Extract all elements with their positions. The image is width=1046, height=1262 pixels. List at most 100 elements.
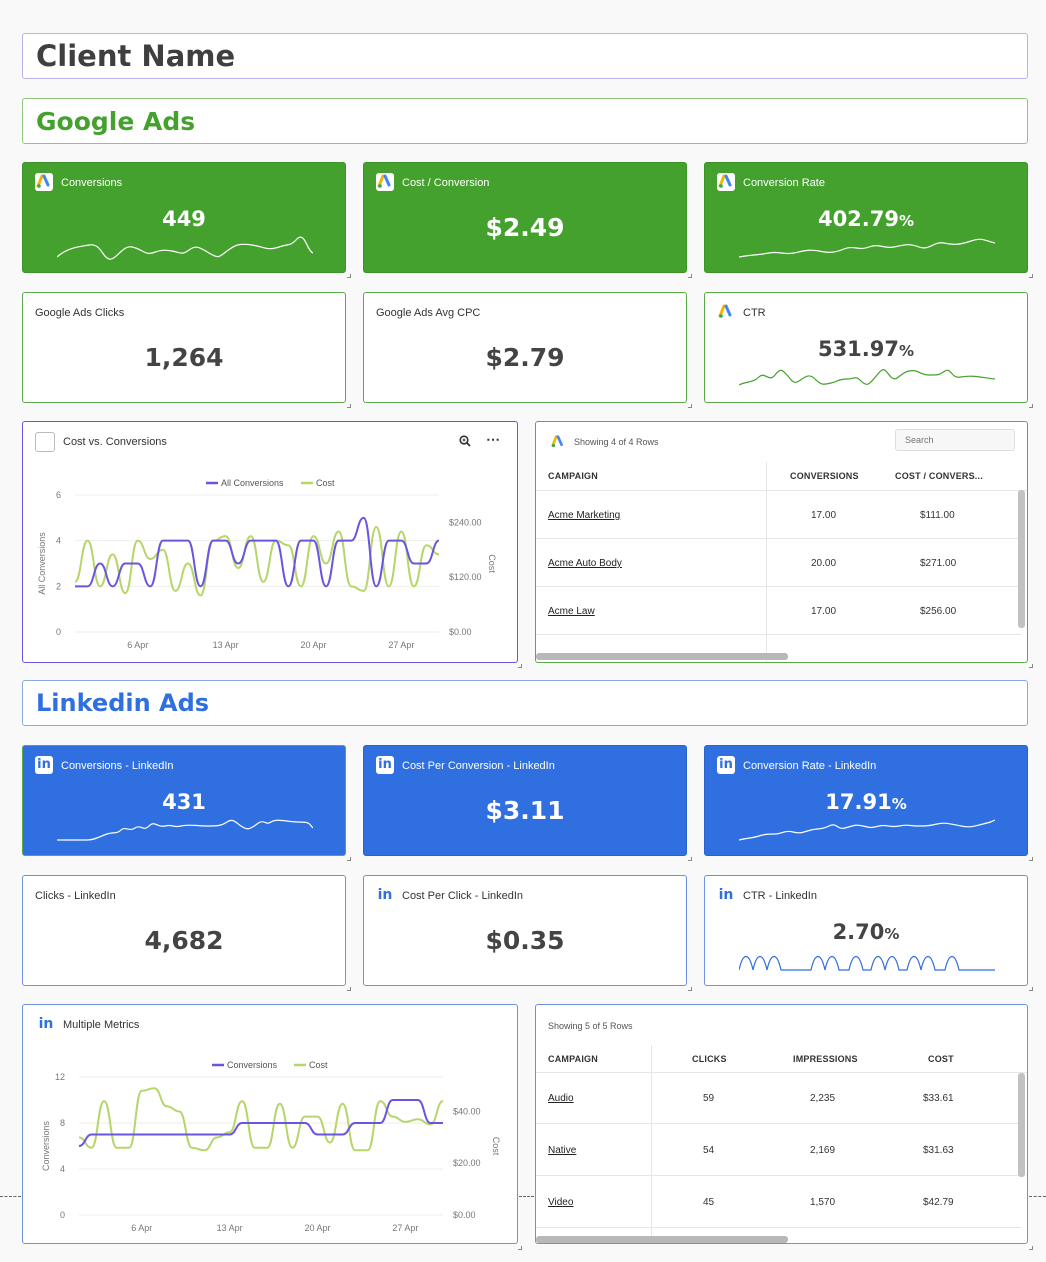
table-row-campaign[interactable]: Acme Auto Body (548, 558, 622, 569)
resize-handle[interactable] (688, 274, 692, 278)
card-title: Clicks - LinkedIn (35, 890, 116, 902)
google-conversions-card[interactable]: Conversions 449 (22, 162, 346, 273)
google-line-chart: 0 2 4 6 $0.00 $120.00 $240.00 6 Apr 13 Apr 20 Apr… (37, 478, 497, 650)
resize-handle[interactable] (1029, 1246, 1033, 1250)
rows-count: Showing 4 of 4 Rows (574, 437, 659, 447)
linkedin-conversions-card[interactable]: in Conversions - LinkedIn 431 (22, 745, 346, 856)
card-value: 2.70% (705, 920, 1027, 944)
table-cell-cost: $111.00 (920, 510, 955, 521)
table-row-campaign[interactable]: Native (548, 1145, 577, 1156)
card-title: Google Ads Avg CPC (376, 307, 481, 319)
y-tick-label: 6 (56, 490, 61, 500)
google-conversion-rate-card[interactable]: Conversion Rate 402.79% (704, 162, 1028, 273)
x-tick-label: 13 Apr (213, 640, 239, 650)
resize-handle[interactable] (1029, 857, 1033, 861)
horizontal-scrollbar[interactable] (536, 653, 788, 660)
column-header-cost[interactable]: COST (928, 1054, 954, 1064)
table-cell-impressions: 2,235 (810, 1093, 836, 1104)
sparkline (739, 819, 995, 841)
value-number: 531.97 (817, 337, 899, 361)
google-cost-vs-conversions-chart-card[interactable]: Cost vs. Conversions ⋯ 0 2 4 6 $0.00 $120.00 $… (22, 421, 518, 663)
card-title: Conversions - LinkedIn (61, 760, 174, 772)
zoom-icon[interactable] (459, 435, 471, 447)
more-options-icon[interactable]: ⋯ (486, 431, 500, 447)
vertical-scrollbar[interactable] (1018, 490, 1025, 628)
card-value: 531.97% (705, 337, 1027, 361)
column-header-conversions[interactable]: CONVERSIONS (790, 471, 859, 481)
resize-handle[interactable] (347, 404, 351, 408)
resize-handle[interactable] (518, 664, 522, 668)
table-cell-cost: $33.61 (923, 1093, 954, 1104)
sparkline (739, 238, 995, 258)
table-row-campaign[interactable]: Video (548, 1197, 574, 1208)
y2-tick-label: $20.00 (453, 1158, 481, 1168)
column-header-clicks[interactable]: CLICKS (692, 1054, 727, 1064)
sparkline (739, 369, 995, 386)
linkedin-conversion-rate-card[interactable]: in Conversion Rate - LinkedIn 17.91% (704, 745, 1028, 856)
resize-handle[interactable] (347, 987, 351, 991)
y2-tick-label: $240.00 (449, 517, 482, 527)
linkedin-campaign-table-card[interactable]: Showing 5 of 5 Rows CAMPAIGN CLICKS IMPR… (535, 1004, 1028, 1244)
card-value: 17.91% (705, 790, 1027, 814)
google-cost-per-conversion-card[interactable]: Cost / Conversion $2.49 (363, 162, 687, 273)
card-title: Conversions (61, 177, 123, 189)
column-header-campaign[interactable]: CAMPAIGN (548, 471, 598, 481)
column-header-cost-per-conversion[interactable]: COST / CONVERS... (895, 471, 983, 481)
client-name-header: Client Name (22, 33, 1028, 79)
resize-handle[interactable] (688, 857, 692, 861)
linkedin-multiple-metrics-chart-card[interactable]: in Multiple Metrics 0 4 8 12 $0.00 $20.00 $40.… (22, 1004, 518, 1244)
resize-handle[interactable] (688, 987, 692, 991)
y-tick-label: 2 (56, 581, 61, 591)
resize-handle[interactable] (347, 274, 351, 278)
google-ads-logo-icon (551, 435, 563, 448)
google-campaign-table-card[interactable]: Showing 4 of 4 Rows CAMPAIGN CONVERSIONS… (535, 421, 1028, 663)
vertical-scrollbar[interactable] (1018, 1073, 1025, 1177)
y2-tick-label: $120.00 (449, 572, 482, 582)
x-tick-label: 6 Apr (127, 640, 148, 650)
google-ctr-card[interactable]: CTR 531.97% (704, 292, 1028, 403)
resize-handle[interactable] (347, 857, 351, 861)
table-cell-conversions: 17.00 (811, 510, 837, 521)
card-value: 1,264 (144, 343, 224, 372)
card-value: 431 (162, 790, 206, 814)
checkbox[interactable] (35, 432, 55, 452)
value-unit: % (899, 342, 915, 360)
card-value: 4,682 (144, 926, 224, 955)
linkedin-ctr-card[interactable]: in CTR - LinkedIn 2.70% (704, 875, 1028, 986)
series-line-cost (74, 525, 440, 597)
linkedin-cost-per-conversion-card[interactable]: in Cost Per Conversion - LinkedIn $3.11 (363, 745, 687, 856)
resize-handle[interactable] (1029, 404, 1033, 408)
value-unit: % (899, 212, 915, 230)
table-search-input[interactable] (895, 429, 1015, 451)
y-tick-label: 8 (60, 1118, 65, 1128)
table-row-campaign[interactable]: Acme Marketing (548, 510, 621, 521)
column-header-campaign[interactable]: CAMPAIGN (548, 1054, 598, 1064)
value-unit: % (891, 795, 907, 813)
resize-handle[interactable] (688, 404, 692, 408)
x-tick-label: 20 Apr (304, 1223, 330, 1233)
column-header-impressions[interactable]: IMPRESSIONS (793, 1054, 858, 1064)
linkedin-cpc-card[interactable]: in Cost Per Click - LinkedIn $0.35 (363, 875, 687, 986)
resize-handle[interactable] (1029, 987, 1033, 991)
table-row-campaign[interactable]: Audio (548, 1093, 574, 1104)
linkedin-logo-icon: in (35, 756, 53, 774)
resize-handle[interactable] (1029, 274, 1033, 278)
linkedin-clicks-card[interactable]: Clicks - LinkedIn 4,682 (22, 875, 346, 986)
horizontal-scrollbar[interactable] (536, 1236, 788, 1243)
card-value: $3.11 (485, 796, 565, 825)
card-value: $2.49 (485, 213, 565, 242)
resize-handle[interactable] (518, 1246, 522, 1250)
table-row-campaign[interactable]: Acme Law (548, 606, 595, 617)
table-cell-conversions: 20.00 (811, 558, 837, 569)
sparkline (57, 819, 313, 841)
google-ads-avg-cpc-card[interactable]: Google Ads Avg CPC $2.79 (363, 292, 687, 403)
table-cell-clicks: 59 (703, 1093, 715, 1104)
resize-handle[interactable] (1029, 664, 1033, 668)
value-number: 17.91 (825, 790, 892, 814)
chart-title: Multiple Metrics (63, 1019, 140, 1031)
card-title: Cost Per Conversion - LinkedIn (402, 760, 555, 772)
x-tick-label: 27 Apr (392, 1223, 418, 1233)
card-title: Cost / Conversion (402, 177, 490, 189)
google-ads-logo-icon (718, 304, 732, 318)
google-ads-clicks-card[interactable]: Google Ads Clicks 1,264 (22, 292, 346, 403)
